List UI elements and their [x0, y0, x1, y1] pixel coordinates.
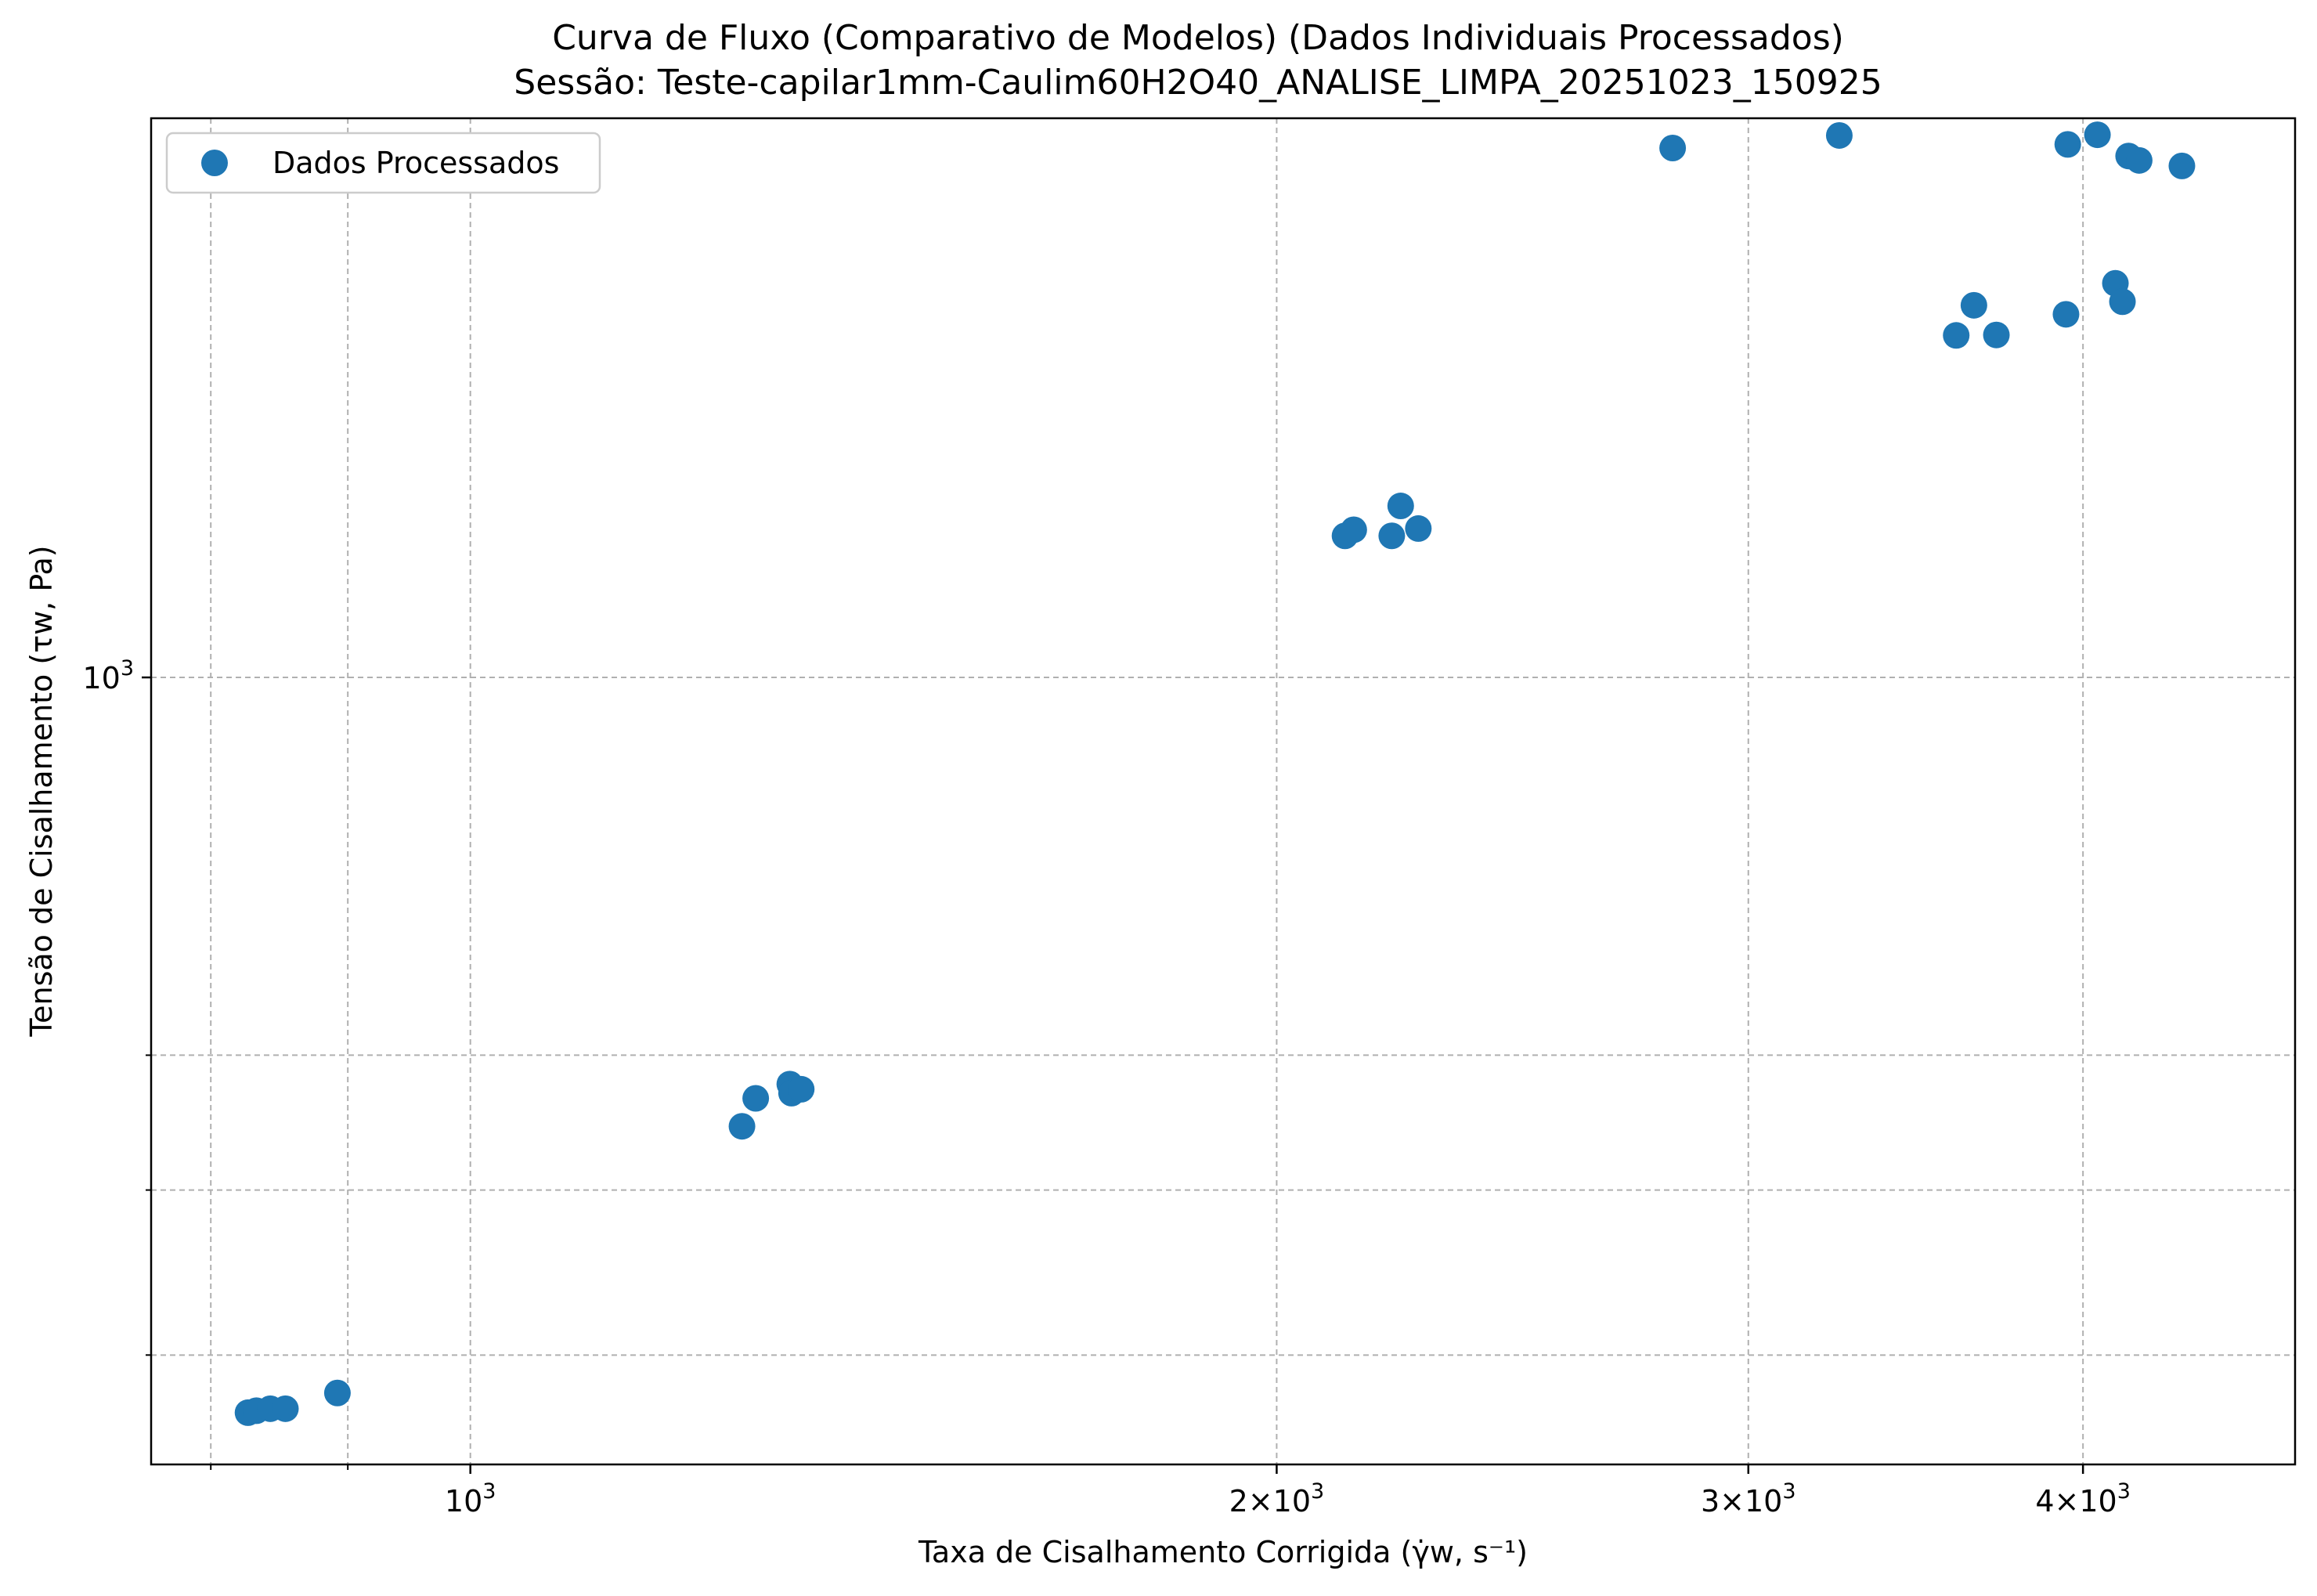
axis-ticks: 103 2×103 3×103 4×103 103: [82, 656, 2130, 1518]
legend-marker: [201, 150, 228, 176]
data-points: [234, 121, 2196, 1426]
x-tick-label: 2×103: [1229, 1479, 1325, 1518]
data-point: [788, 1075, 815, 1103]
grid-lines: [151, 118, 2295, 1464]
chart-title: Curva de Fluxo (Comparativo de Modelos) …: [552, 18, 1844, 58]
data-point: [1960, 291, 1987, 319]
x-tick-label: 4×103: [2035, 1479, 2131, 1518]
legend: Dados Processados: [165, 132, 601, 194]
x-axis-label: Taxa de Cisalhamento Corrigida (γ̇w, s⁻¹…: [918, 1535, 1528, 1569]
plot-area-frame: [150, 117, 2297, 1466]
data-point: [728, 1113, 756, 1140]
data-point: [2054, 131, 2081, 158]
legend-label: Dados Processados: [272, 146, 559, 180]
data-point: [1387, 493, 1414, 520]
x-tick-label: 103: [445, 1479, 496, 1518]
data-point: [1340, 516, 1367, 543]
data-point: [742, 1085, 770, 1112]
y-tick-label: 103: [82, 656, 134, 695]
data-point: [1659, 134, 1687, 161]
x-tick-label: 3×103: [1701, 1479, 1796, 1518]
data-point: [1405, 515, 1432, 542]
data-point: [2109, 288, 2136, 316]
data-point: [1983, 321, 2010, 348]
data-point: [323, 1379, 351, 1406]
data-point: [2125, 146, 2153, 174]
data-point: [1378, 522, 1406, 550]
y-axis-label: Tensão de Cisalhamento (τw, Pa): [24, 545, 59, 1037]
data-point: [272, 1395, 299, 1422]
data-point: [1943, 322, 1970, 349]
data-point: [2084, 121, 2111, 149]
legend-box: [165, 132, 601, 194]
data-point: [1825, 121, 1853, 149]
chart-subtitle: Sessão: Teste-capilar1mm-Caulim60H2O40_A…: [514, 63, 1882, 103]
data-point: [2168, 152, 2196, 179]
data-point: [2052, 301, 2080, 328]
